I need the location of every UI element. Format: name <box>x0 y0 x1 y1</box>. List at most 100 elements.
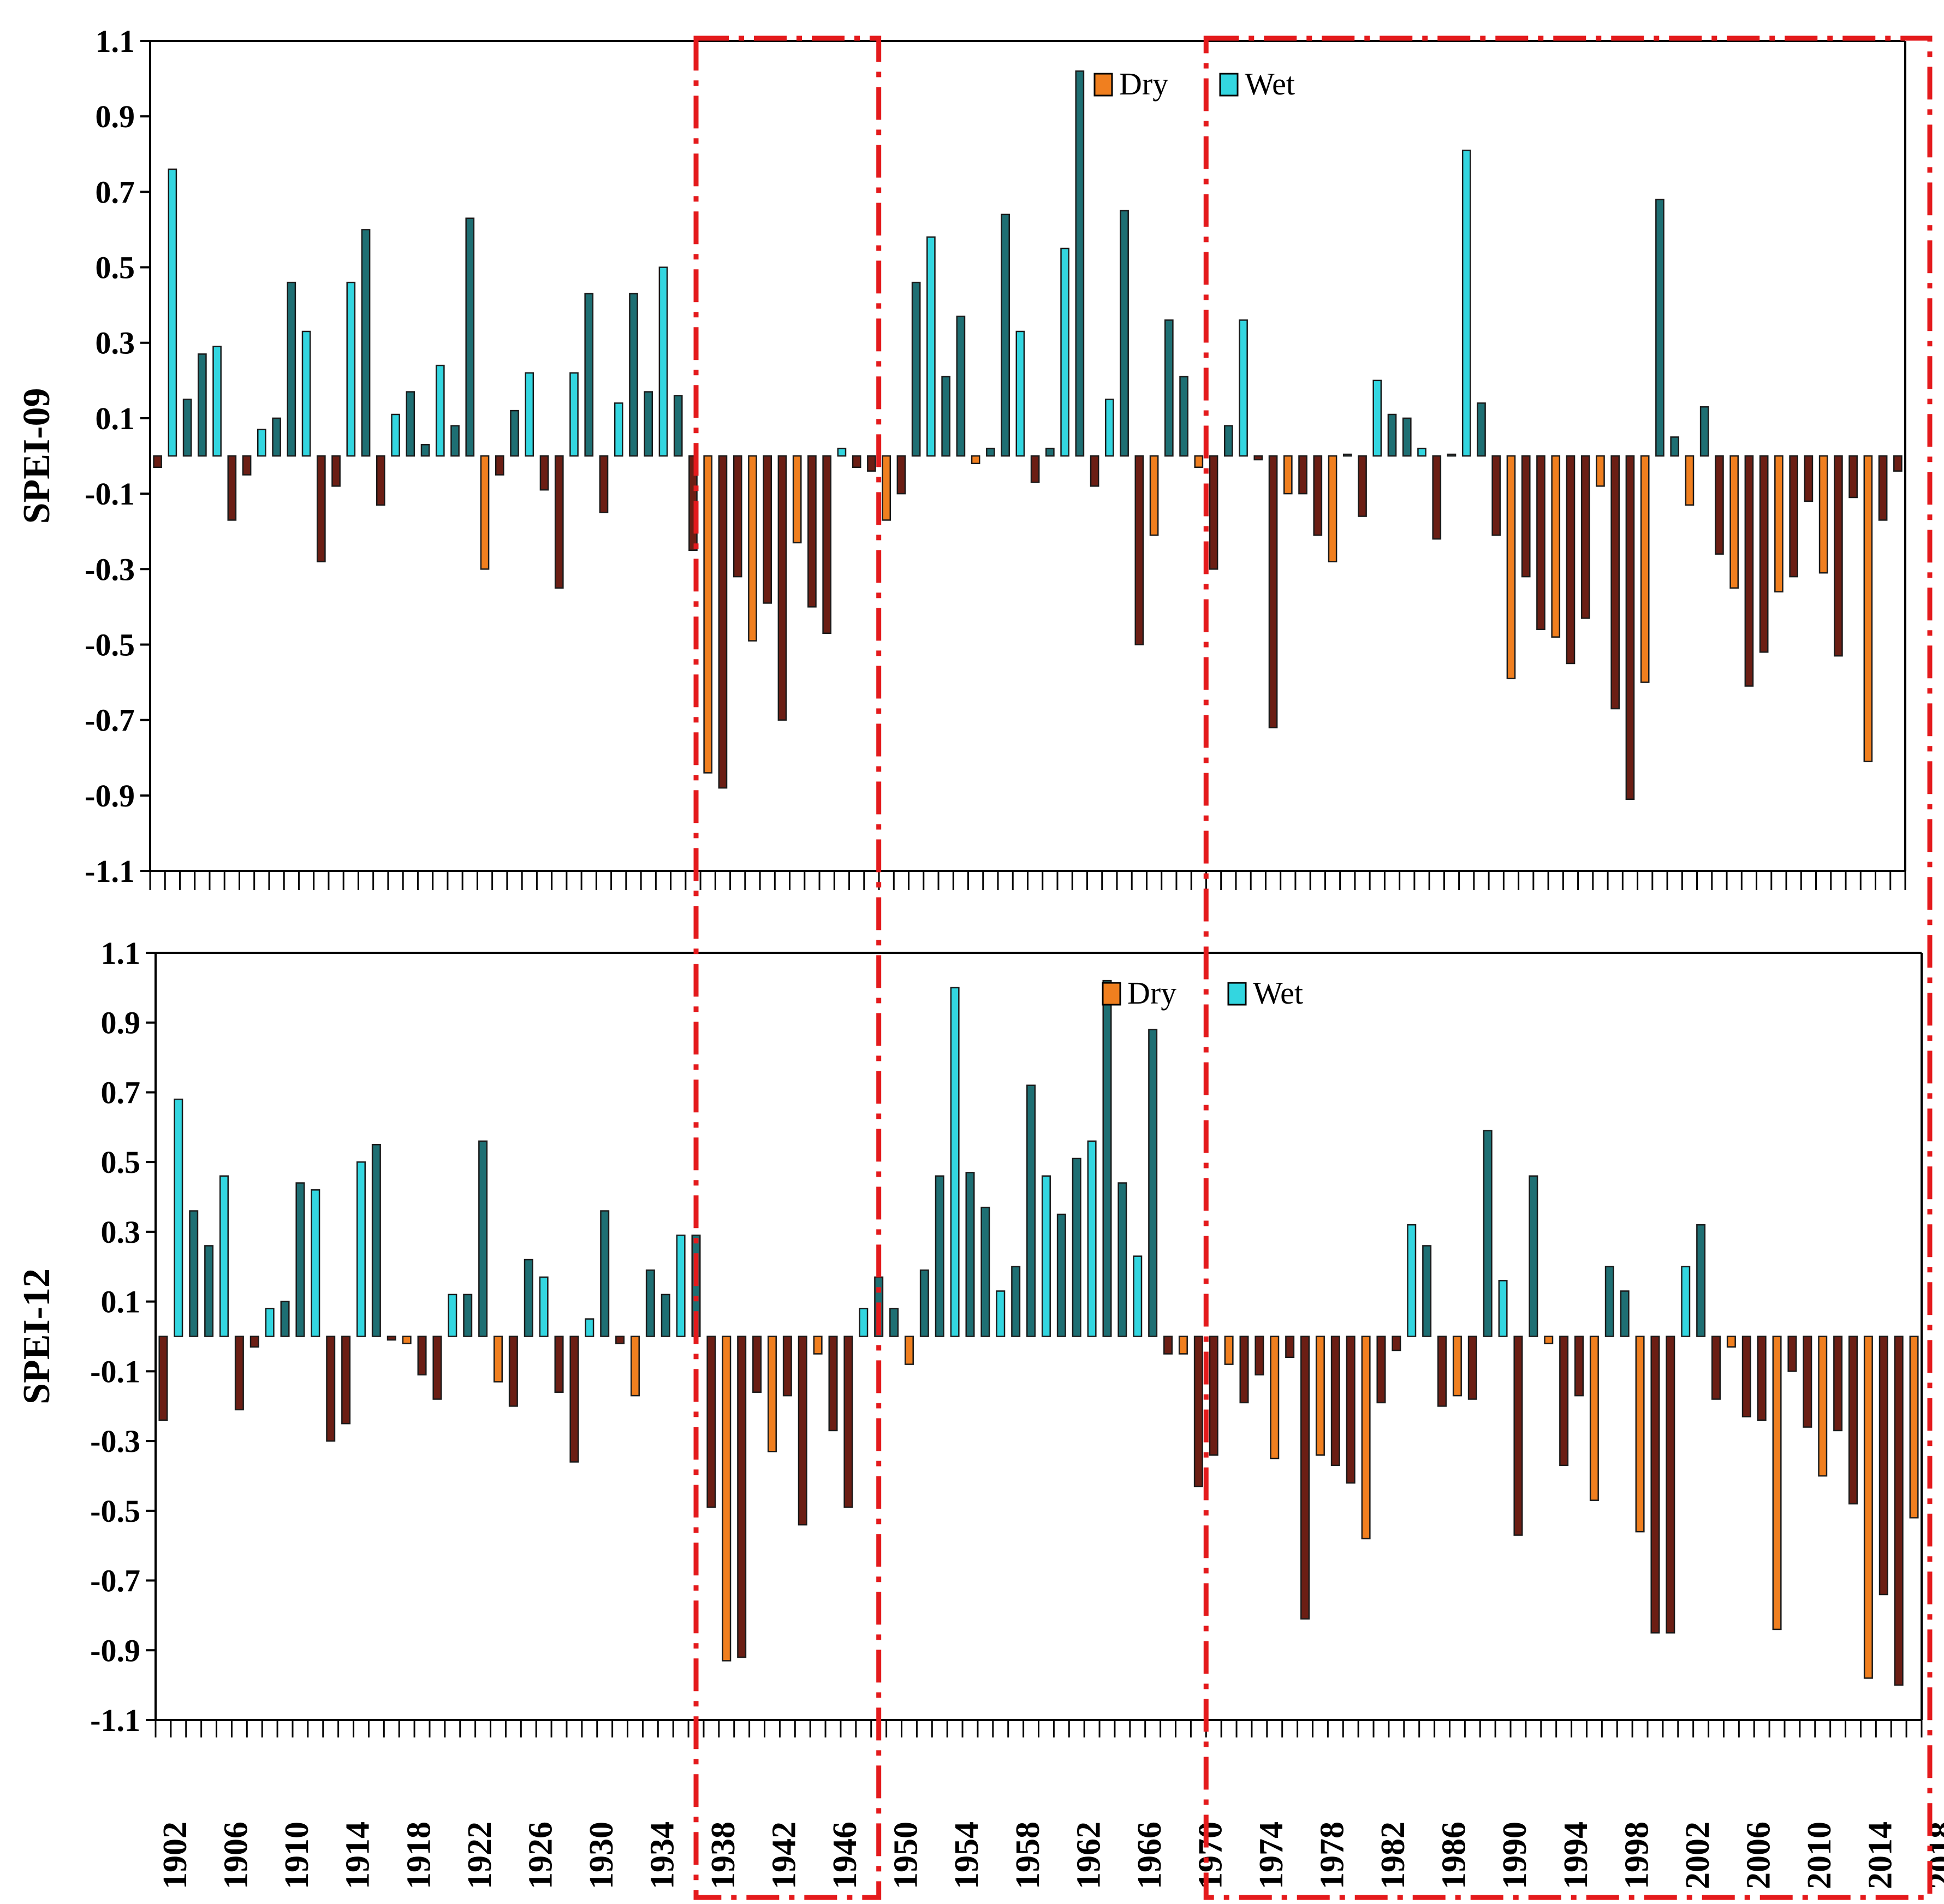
bar-spei09-2008 <box>1744 455 1754 687</box>
bar-spei12-1963 <box>1102 980 1112 1337</box>
bar-spei09-1915 <box>361 229 371 457</box>
x-tick-label-1926: 1926 <box>522 1822 559 1889</box>
bar-spei12-2013 <box>1863 1336 1873 1679</box>
bar-spei09-1916 <box>376 455 385 506</box>
bar-spei09-1917 <box>391 413 400 457</box>
bar-spei12-1939 <box>737 1336 747 1658</box>
bar-spei12-1922 <box>478 1140 488 1337</box>
bar-spei09-1990 <box>1477 402 1486 457</box>
bar-spei09-1959 <box>1015 330 1025 457</box>
bar-spei09-1966 <box>1120 210 1129 457</box>
bar-spei09-1987 <box>1432 455 1442 540</box>
bar-spei09-1975 <box>1253 455 1263 461</box>
bar-spei12-1910 <box>295 1182 305 1337</box>
x-tick-label-2002: 2002 <box>1679 1822 1716 1889</box>
bar-spei12-1918 <box>417 1336 427 1375</box>
bar-spei09-1945 <box>807 455 817 608</box>
bar-spei09-2004 <box>1685 455 1695 506</box>
bar-spei12-2009 <box>1803 1336 1812 1428</box>
bar-spei09-1909 <box>272 417 281 457</box>
bar-spei09-2011 <box>1789 455 1798 578</box>
x-tick-label-1942: 1942 <box>766 1822 803 1889</box>
bar-spei09-1920 <box>435 364 445 457</box>
bar-spei09-2014 <box>1834 455 1843 657</box>
y-tick-label: 0.9 <box>96 99 135 134</box>
legend-dry-label: Dry <box>1119 66 1168 102</box>
bar-spei12-2016 <box>1909 1336 1919 1519</box>
bar-spei12-1979 <box>1346 1336 1356 1484</box>
bar-spei12-1992 <box>1544 1336 1554 1344</box>
legend-wet-swatch <box>1219 73 1239 97</box>
y-tick-label: 0.7 <box>101 1075 141 1110</box>
y-tick-label: -0.7 <box>85 703 135 738</box>
bar-spei09-2016 <box>1863 455 1873 762</box>
bar-spei09-1949 <box>867 455 876 472</box>
x-tick-label-1954: 1954 <box>948 1822 985 1889</box>
bar-spei12-1925 <box>524 1259 533 1337</box>
bar-spei12-2010 <box>1818 1336 1828 1477</box>
bar-spei12-1982 <box>1392 1336 1401 1351</box>
bar-spei09-1903 <box>182 399 192 457</box>
bar-spei09-2009 <box>1759 455 1769 653</box>
bar-spei09-2012 <box>1804 455 1814 502</box>
bar-spei09-1955 <box>956 316 966 457</box>
highlight-box-2 <box>1203 35 1933 1900</box>
bar-spei12-1970 <box>1209 1336 1218 1456</box>
bar-spei09-1925 <box>510 410 519 457</box>
x-tick-label-2010: 2010 <box>1801 1822 1838 1889</box>
bar-spei12-1986 <box>1452 1336 1462 1397</box>
bar-spei09-2010 <box>1774 455 1784 592</box>
bar-spei09-2018 <box>1893 455 1903 472</box>
bar-spei09-1947 <box>837 447 847 457</box>
bar-spei09-1968 <box>1149 455 1159 536</box>
bar-spei12-1927 <box>554 1336 564 1393</box>
bar-spei09-1969 <box>1164 319 1174 457</box>
bar-spei12-1956 <box>996 1290 1006 1337</box>
bar-spei12-1996 <box>1604 1266 1614 1337</box>
x-tick-label-1930: 1930 <box>583 1822 620 1889</box>
bar-spei09-1970 <box>1179 376 1188 457</box>
x-tick-label-1938: 1938 <box>705 1822 742 1889</box>
bar-spei12-1901 <box>158 1336 168 1421</box>
x-tick-label-2014: 2014 <box>1862 1822 1899 1889</box>
y-tick-label: 1.1 <box>96 23 135 59</box>
bar-spei12-1971 <box>1224 1336 1234 1365</box>
bar-spei09-1964 <box>1090 455 1099 487</box>
bar-spei12-1945 <box>828 1336 838 1432</box>
y-tick-label: -0.1 <box>90 1354 140 1389</box>
bar-spei09-1904 <box>198 353 207 457</box>
x-tick-label-1998: 1998 <box>1618 1822 1655 1889</box>
bar-spei12-1947 <box>859 1308 869 1337</box>
bar-spei12-1930 <box>600 1210 610 1337</box>
bar-spei09-1992 <box>1506 455 1516 679</box>
x-tick-label-1982: 1982 <box>1375 1822 1412 1889</box>
bar-spei09-1910 <box>287 281 296 457</box>
bar-spei12-1929 <box>585 1318 595 1337</box>
bar-spei09-1924 <box>495 455 504 476</box>
y-axis-title: SPEI-12 <box>16 1268 58 1404</box>
bar-spei12-1915 <box>371 1144 381 1337</box>
bar-spei12-1965 <box>1133 1255 1143 1337</box>
x-tick-label-1974: 1974 <box>1253 1822 1290 1889</box>
bar-spei12-1920 <box>448 1294 457 1337</box>
bar-spei12-1911 <box>311 1189 320 1337</box>
bar-spei12-1981 <box>1376 1336 1386 1404</box>
bar-spei12-2005 <box>1741 1336 1751 1417</box>
y-tick-label: -0.3 <box>85 551 135 587</box>
bar-spei09-1977 <box>1283 455 1293 495</box>
bar-spei12-1906 <box>234 1336 244 1410</box>
bar-spei09-1905 <box>212 346 222 457</box>
bar-spei09-1965 <box>1105 399 1114 457</box>
bar-spei09-1981 <box>1342 453 1352 457</box>
bar-spei09-1948 <box>852 455 861 468</box>
bar-spei09-1929 <box>569 372 579 457</box>
legend-dry-swatch <box>1102 982 1121 1006</box>
y-axis-title: SPEI-09 <box>16 388 58 524</box>
bar-spei09-1940 <box>733 455 742 578</box>
bar-spei12-1950 <box>904 1336 914 1365</box>
bar-spei12-1976 <box>1300 1336 1310 1620</box>
bar-spei12-2001 <box>1681 1266 1691 1337</box>
y-tick-label: 1.1 <box>101 935 141 971</box>
bar-spei12-1991 <box>1529 1175 1538 1337</box>
bar-spei09-1902 <box>168 168 177 457</box>
